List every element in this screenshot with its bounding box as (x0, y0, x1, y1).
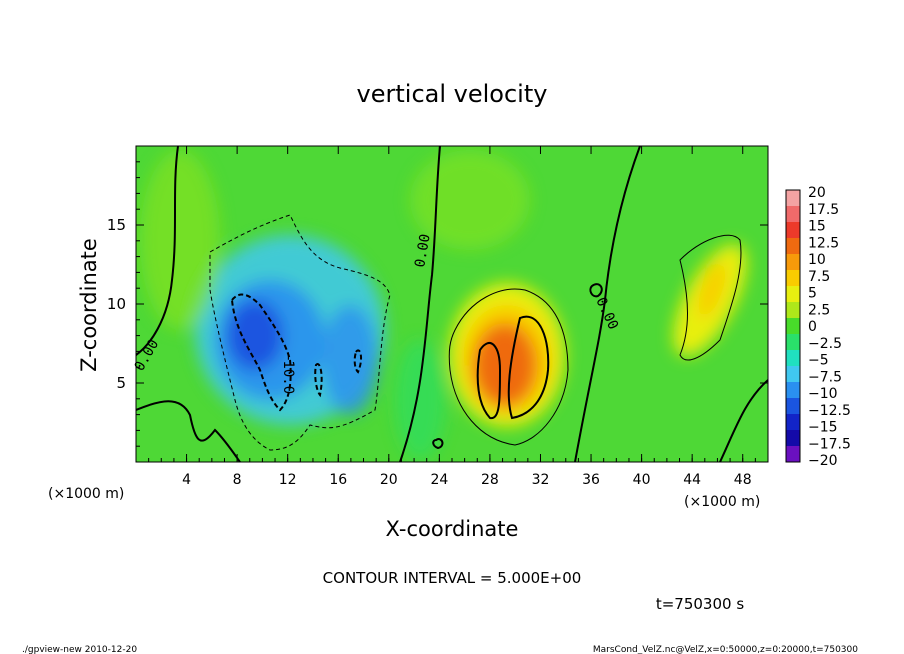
colorbar-label: −5 (808, 353, 829, 369)
x-ticks: 4 8 12 16 20 24 28 32 36 40 44 48 (148, 146, 756, 488)
colorbar-swatch (786, 254, 800, 271)
x-tick-label: 40 (633, 472, 651, 488)
time-label: t=750300 s (656, 595, 744, 613)
colorbar-swatch (786, 414, 800, 431)
y-axis-label: Z-coordinate (77, 238, 101, 372)
colorbar-swatch (786, 270, 800, 287)
contour-pos10-right (507, 315, 550, 420)
colorbar-swatch (786, 382, 800, 399)
colorbar-swatch (786, 430, 800, 447)
x-tick-label: 24 (430, 472, 448, 488)
contour-zero-bottom-left (136, 400, 241, 462)
x-tick-label: 16 (329, 472, 347, 488)
contour-label-neg10: −10.0 (280, 352, 296, 394)
contour-neg5 (209, 214, 391, 451)
contour-zero-small (589, 283, 603, 298)
contour-zero-dot (432, 438, 444, 450)
region-downdraft-core (227, 300, 283, 370)
plot-area (136, 146, 768, 462)
colorbar-label: −20 (808, 453, 838, 469)
contour-label-zero-center: 0.00 (412, 233, 434, 269)
y-ticks: 5 10 15 (107, 161, 768, 447)
x-tick-label: 12 (279, 472, 297, 488)
region-updraft-core (473, 323, 537, 407)
colorbar-label: 20 (808, 185, 826, 201)
y-tick-label: 5 (116, 374, 126, 392)
contour-neg10-small-b (353, 349, 363, 374)
colorbar-label: 17.5 (808, 202, 839, 218)
x-tick-label: 28 (481, 472, 499, 488)
colorbar-swatch (786, 350, 800, 367)
y-tick-label: 10 (107, 295, 126, 313)
contour-pos10-left (476, 342, 502, 420)
colorbar-label: 2.5 (808, 302, 830, 318)
contour-pos5 (448, 288, 569, 446)
colorbar-swatch (786, 446, 800, 463)
colorbar-swatch (786, 334, 800, 351)
colorbar-label: −17.5 (808, 436, 851, 452)
x-tick-label: 32 (532, 472, 550, 488)
contour-zero-left (136, 146, 179, 356)
region-light-left (140, 150, 220, 330)
colorbar-swatch (786, 318, 800, 335)
colorbar-label: −12.5 (808, 403, 851, 419)
contour-zero-bottom-right (719, 379, 768, 462)
chart-title: vertical velocity (357, 80, 548, 108)
colorbar-swatch (786, 398, 800, 415)
colorbar-swatch (786, 206, 800, 223)
y-tick-label: 15 (107, 216, 126, 234)
colorbar-label: −10 (808, 386, 838, 402)
footer-right: MarsCond_VelZ.nc@VelZ,x=0:50000,z=0:2000… (593, 645, 858, 654)
colorbar-label: 5 (808, 286, 817, 302)
colorbar-swatch (786, 238, 800, 255)
contours (136, 146, 768, 462)
colorbar-label: 10 (808, 252, 826, 268)
region-cyanish-mid (395, 340, 445, 460)
colorbar-swatch (786, 190, 800, 207)
colorbar-label: 7.5 (808, 269, 830, 285)
x-axis-label: X-coordinate (386, 517, 519, 541)
colorbar-label: 15 (808, 219, 826, 235)
x-tick-label: 20 (380, 472, 398, 488)
colorbar-swatch (786, 286, 800, 303)
colorbar-swatch (786, 222, 800, 239)
contour-neg10-small-a (314, 363, 323, 398)
x-tick-label: 36 (582, 472, 600, 488)
x-unit-right: (×1000 m) (684, 494, 760, 510)
colorbar-label: −2.5 (808, 336, 842, 352)
contour-zero-center (399, 146, 441, 462)
colorbar-frame (785, 189, 801, 463)
x-tick-label: 44 (683, 472, 701, 488)
contour-zero-right (574, 146, 641, 462)
colorbar-label: −15 (808, 420, 838, 436)
x-tick-label: 8 (233, 472, 242, 488)
contour-pos5-plume (679, 234, 742, 361)
colorbar-swatch (786, 302, 800, 319)
x-tick-label: 4 (182, 472, 191, 488)
footer-left: ./gpview-new 2010-12-20 (22, 645, 137, 654)
heat-blobs (140, 150, 747, 460)
colorbar-label: −7.5 (808, 369, 842, 385)
colorbar-label: 12.5 (808, 235, 839, 251)
x-unit: (×1000 m) (48, 486, 124, 502)
x-tick-label: 48 (734, 472, 752, 488)
colorbar-label: 0 (808, 319, 817, 335)
colorbar: 2017.51512.5107.552.50−2.5−5−7.5−10−12.5… (785, 185, 851, 469)
contour-interval: CONTOUR INTERVAL = 5.000E+00 (323, 569, 582, 587)
region-downdraft-right (322, 305, 378, 415)
colorbar-swatch (786, 366, 800, 383)
region-light-mid (410, 150, 530, 250)
region-plume-core (698, 261, 726, 319)
